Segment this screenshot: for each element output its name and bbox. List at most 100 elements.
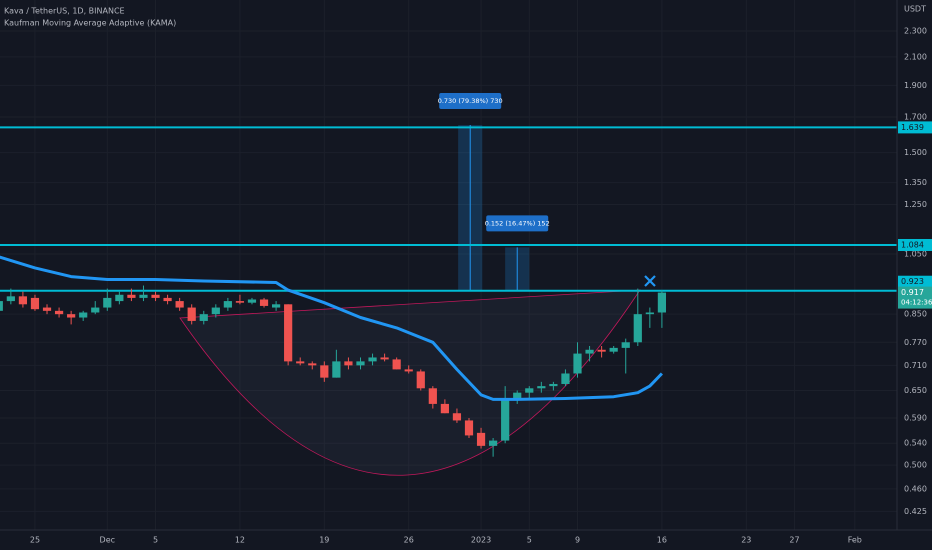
candle-body <box>127 294 136 298</box>
x-tick-label: 27 <box>789 536 799 545</box>
x-tick-label: Feb <box>848 536 862 545</box>
price-label-box <box>898 238 932 251</box>
candle-body <box>30 297 40 310</box>
candle-body <box>259 299 269 306</box>
chart-title: Kava / TetherUS, 1D, BINANCE <box>4 7 125 16</box>
price-label-box <box>898 121 932 134</box>
price-label: 0.923 <box>901 277 924 286</box>
x-tick-label: 9 <box>575 536 580 545</box>
candle-body <box>151 294 160 298</box>
candle-body <box>332 361 341 378</box>
x-tick-label: 16 <box>657 536 667 545</box>
axes: 2.300 2.100 1.900 1.700 1.500 1.350 1.250 1.050… <box>30 27 932 545</box>
indicator-line <box>0 255 663 401</box>
measure-label-box <box>486 215 549 232</box>
measure-label: 0.730 (79.38%) 730 <box>438 97 503 105</box>
candle-body <box>609 347 618 352</box>
y-tick-label: 2.300 <box>904 27 927 36</box>
candle-body <box>549 383 558 387</box>
x-tick-label: Dec <box>100 536 115 545</box>
measure-label: 0.152 (16.47%) 152 <box>485 219 550 227</box>
candle-body <box>284 304 293 362</box>
plot: 0.730 (79.38%) 730 0.152 (16.47%) 152 <box>0 92 897 457</box>
candle-body <box>18 296 28 305</box>
x-tick-label: 12 <box>235 536 245 545</box>
candle-body <box>657 292 666 313</box>
y-tick-label: 2.100 <box>904 52 927 61</box>
candle-body <box>501 399 510 441</box>
last-price-label: 0.917 <box>901 288 924 297</box>
candle-body <box>476 432 486 446</box>
price-label-box <box>898 275 932 288</box>
candle-body <box>42 307 52 311</box>
candle-body <box>428 388 437 404</box>
price-label: 1.639 <box>901 123 924 132</box>
candle-body <box>645 312 654 315</box>
y-tick-label: 0.500 <box>904 461 927 470</box>
candle-body <box>223 301 232 308</box>
y-unit: USDT <box>904 5 926 14</box>
y-tick-label: 1.250 <box>904 200 927 209</box>
candle-body <box>139 294 148 298</box>
candle-body <box>175 301 184 308</box>
indicator-name: Kaufman Moving Average Adaptive (KAMA) <box>4 19 176 28</box>
y-tick-label: 0.710 <box>904 361 927 370</box>
candle-body <box>211 307 220 315</box>
candle-body <box>103 297 112 308</box>
candle-body <box>115 294 124 302</box>
candle-body <box>440 403 449 414</box>
x-tick-label: 5 <box>527 536 532 545</box>
candle-body <box>513 392 522 400</box>
y-tick-label: 0.770 <box>904 338 927 347</box>
candle-body <box>54 310 64 315</box>
candle-body <box>525 388 534 393</box>
candle-body <box>464 420 474 436</box>
candle-body <box>489 440 498 446</box>
cup-pattern <box>179 289 641 476</box>
candle-body <box>537 386 546 389</box>
candle-body <box>597 349 606 352</box>
candle-body <box>344 361 353 366</box>
last-price-box <box>898 286 932 309</box>
x-tick-label: 5 <box>153 536 158 545</box>
x-tick-label: 23 <box>741 536 751 545</box>
y-tick-label: 1.900 <box>904 81 927 90</box>
candle-body <box>247 299 257 303</box>
candle-body <box>187 307 196 321</box>
candle-body <box>296 361 305 364</box>
y-tick-label: 0.590 <box>904 414 927 423</box>
candle-body <box>320 365 329 378</box>
y-tick-label: 1.050 <box>904 250 927 259</box>
candle-body <box>308 363 317 366</box>
candle-body <box>0 301 3 311</box>
x-tick-label: 2023 <box>471 536 491 545</box>
y-tick-label: 0.460 <box>904 484 927 493</box>
y-tick-label: 0.650 <box>904 386 927 395</box>
grid <box>0 0 897 530</box>
candle-body <box>404 369 413 372</box>
candle-body <box>199 314 208 321</box>
y-tick-label: 1.500 <box>904 148 927 157</box>
candle-body <box>368 357 377 362</box>
candle-body <box>163 297 172 302</box>
candle-body <box>79 312 88 318</box>
candle-body <box>561 373 570 384</box>
x-marker <box>644 275 656 287</box>
countdown: 04:12:36 <box>901 299 932 307</box>
y-tick-label: 1.350 <box>904 178 927 187</box>
price-label: 1.084 <box>901 240 924 249</box>
candle-body <box>235 301 245 303</box>
candle-body <box>633 314 642 343</box>
x-tick-label: 25 <box>30 536 40 545</box>
y-tick-label: 0.540 <box>904 439 927 448</box>
y-tick-label: 0.425 <box>904 507 927 516</box>
x-tick-label: 26 <box>404 536 414 545</box>
candle-body <box>67 314 76 318</box>
candle-body <box>416 371 425 389</box>
candle-body <box>452 413 462 421</box>
candle-body <box>380 357 389 360</box>
measure-label-box <box>439 92 502 109</box>
y-tick-label: 1.700 <box>904 113 927 122</box>
candle-body <box>585 349 594 354</box>
